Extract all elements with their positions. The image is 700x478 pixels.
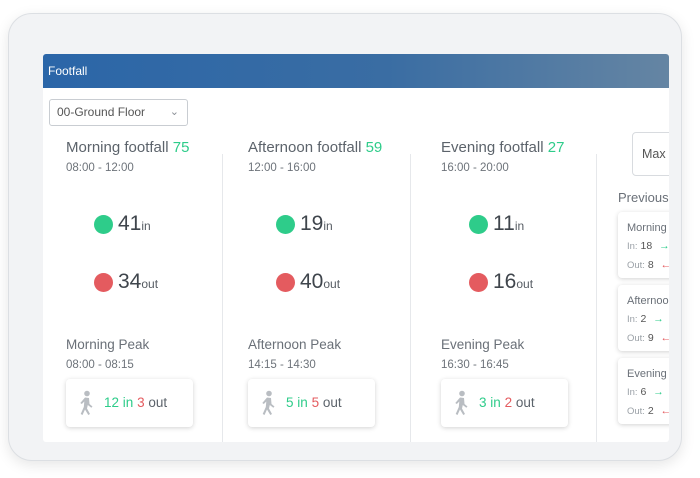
floor-select[interactable]: 00-Ground Floor ⌄ [49,99,188,126]
evening-column: Evening footfall 27 16:00 - 20:00 11in 1… [411,54,596,442]
evening-peak-title: Evening Peak [441,337,525,352]
arrow-left-icon: ← [660,332,669,344]
previous-title: Previous [618,190,669,205]
previous-afternoon-card: Afternoon In: 2 → Out: 9 ← [618,285,669,351]
morning-peak-title: Morning Peak [66,337,150,352]
previous-evening-card: Evening In: 6 → Out: 2 ← [618,358,669,424]
walking-person-icon [455,390,468,415]
evening-in-value: 11 [493,212,515,235]
previous-card-title: Evening [627,368,667,380]
afternoon-peak-values: 5 in 5 out [286,395,342,410]
walking-person-icon [80,390,93,415]
morning-peak-time: 08:00 - 08:15 [66,359,134,371]
column-divider [410,154,411,442]
afternoon-out-value: 40 [300,270,324,293]
previous-in-row: In: 6 → [627,386,664,398]
max-button[interactable]: Max [632,132,669,176]
evening-peak-card: 3 in 2 out [441,379,568,427]
panel-title: Footfall [48,64,88,78]
arrow-left-icon: ← [660,405,669,417]
afternoon-title: Afternoon footfall 59 [248,139,383,156]
chevron-down-icon: ⌄ [169,106,179,118]
previous-in-row: In: 2 → [627,313,664,325]
morning-time: 08:00 - 12:00 [66,162,134,174]
previous-out-row: Out: 2 ← [627,405,669,417]
evening-title: Evening footfall 27 [441,139,565,156]
afternoon-column: Afternoon footfall 59 12:00 - 16:00 19in… [223,54,410,442]
arrow-right-icon: → [653,313,664,325]
out-dot-icon [276,273,295,292]
column-divider [596,154,597,442]
morning-out-value: 34 [118,270,142,293]
evening-peak-values: 3 in 2 out [479,395,535,410]
floor-select-value: 00-Ground Floor [57,105,146,119]
arrow-right-icon: → [653,386,664,398]
panel-header: Footfall [43,54,669,88]
arrow-right-icon: → [659,240,669,252]
morning-in-value: 41 [118,212,142,235]
afternoon-time: 12:00 - 16:00 [248,162,316,174]
morning-total: 75 [172,139,190,156]
column-divider [222,154,223,442]
previous-out-row: Out: 8 ← [627,259,669,271]
out-dot-icon [469,273,488,292]
previous-card-title: Afternoon [627,295,669,307]
in-dot-icon [469,215,488,234]
out-dot-icon [94,273,113,292]
afternoon-peak-title: Afternoon Peak [248,337,342,352]
evening-time: 16:00 - 20:00 [441,162,509,174]
previous-card-title: Morning [627,222,667,234]
evening-total: 27 [547,139,565,156]
evening-out-value: 16 [493,270,517,293]
in-dot-icon [94,215,113,234]
afternoon-peak-card: 5 in 5 out [248,379,375,427]
morning-peak-values: 12 in 3 out [104,395,168,410]
footfall-panel: Footfall 00-Ground Floor ⌄ Morning footf… [43,54,669,442]
evening-peak-time: 16:30 - 16:45 [441,359,509,371]
afternoon-total: 59 [365,139,383,156]
morning-peak-card: 12 in 3 out [66,379,193,427]
arrow-left-icon: ← [660,259,669,271]
afternoon-in-value: 19 [300,212,324,235]
previous-out-row: Out: 9 ← [627,332,669,344]
in-dot-icon [276,215,295,234]
morning-title: Morning footfall 75 [66,139,190,156]
morning-column: Morning footfall 75 08:00 - 12:00 41in 3… [43,54,223,442]
previous-in-row: In: 18 → [627,240,669,252]
device-frame: Footfall 00-Ground Floor ⌄ Morning footf… [8,13,682,461]
previous-morning-card: Morning In: 18 → Out: 8 ← [618,212,669,278]
afternoon-peak-time: 14:15 - 14:30 [248,359,316,371]
walking-person-icon [262,390,275,415]
